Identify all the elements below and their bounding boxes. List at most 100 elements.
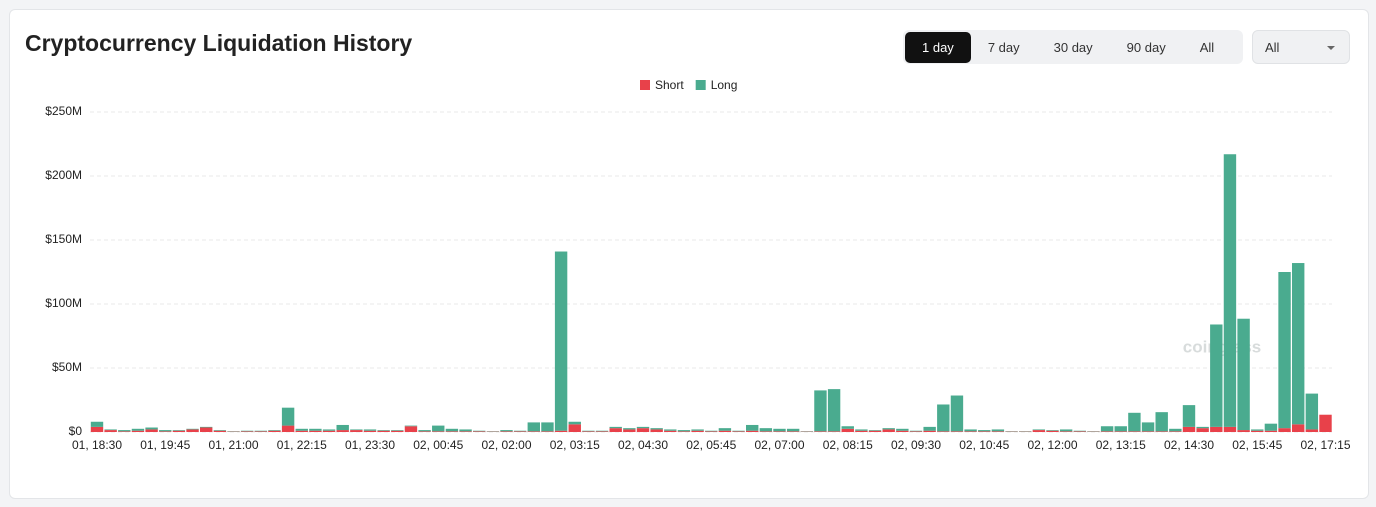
bar-segment xyxy=(1292,424,1305,432)
bar-segment xyxy=(1114,431,1127,432)
bar-segment xyxy=(991,429,1005,432)
bar-segment xyxy=(391,430,404,432)
bar-segment xyxy=(1073,430,1086,432)
y-tick-label: $50M xyxy=(52,360,82,374)
x-tick-label: 02, 10:45 xyxy=(959,438,1009,452)
bar-segment xyxy=(923,426,936,431)
bar-segment xyxy=(650,428,663,430)
y-tick-label: $0 xyxy=(69,424,83,438)
y-tick-label: $200M xyxy=(45,168,82,182)
bar-segment xyxy=(513,431,527,432)
bar-segment xyxy=(554,251,568,431)
range-button[interactable]: 7 day xyxy=(987,39,1020,55)
bar-segment xyxy=(636,428,650,432)
bar-segment xyxy=(1169,428,1182,432)
bar-segment xyxy=(937,404,950,432)
x-tick-label: 01, 21:00 xyxy=(208,438,258,452)
bar-segment xyxy=(1278,272,1291,429)
bar-segment xyxy=(322,430,336,432)
bar-segment xyxy=(90,421,104,427)
bar-segment xyxy=(609,426,622,429)
bar-segment xyxy=(268,430,281,432)
filter-dropdown[interactable]: All xyxy=(1252,30,1350,64)
bar-segment xyxy=(1223,426,1237,432)
y-tick-label: $100M xyxy=(45,296,82,310)
bar-segment xyxy=(213,430,227,431)
bar-segment xyxy=(1292,263,1305,425)
x-tick-label: 02, 02:00 xyxy=(481,438,531,452)
x-tick-label: 02, 04:30 xyxy=(618,438,668,452)
bar-segment xyxy=(159,431,172,432)
bar-segment xyxy=(213,430,227,432)
bar-segment xyxy=(500,430,513,432)
bar-segment xyxy=(159,430,172,432)
bar-segment xyxy=(705,431,718,432)
bar-segment xyxy=(1100,426,1114,432)
bar-segment xyxy=(295,428,308,431)
bar-segment xyxy=(1305,429,1319,432)
x-tick-label: 02, 15:45 xyxy=(1232,438,1282,452)
bar-segment xyxy=(1155,431,1168,432)
bar-segment xyxy=(1210,426,1223,432)
bar-segment xyxy=(1237,430,1250,432)
bar-segment xyxy=(240,430,254,432)
bar-segment xyxy=(350,429,363,431)
bar-segment xyxy=(145,429,158,432)
legend-swatch xyxy=(640,80,650,90)
range-button[interactable]: 1 day xyxy=(905,31,971,63)
bar-segment xyxy=(1141,422,1155,432)
bar-segment xyxy=(104,429,117,431)
bar-segment xyxy=(909,431,923,432)
bar-segment xyxy=(623,428,636,430)
bar-segment xyxy=(513,430,527,432)
bar-segment xyxy=(664,430,677,432)
bar-segment xyxy=(131,428,145,431)
y-tick-label: $150M xyxy=(45,232,82,246)
bar-segment xyxy=(473,431,486,432)
bar-segment xyxy=(773,428,786,432)
bar-segment xyxy=(1046,430,1059,432)
bar-segment xyxy=(1155,412,1168,432)
bar-segment xyxy=(1100,431,1114,432)
bar-segment xyxy=(568,424,581,432)
x-tick-label: 01, 19:45 xyxy=(140,438,190,452)
bar-segment xyxy=(350,430,363,432)
bar-segment xyxy=(718,428,732,431)
bar-segment xyxy=(923,430,936,432)
bar-segment xyxy=(90,426,104,432)
bar-segment xyxy=(937,431,950,432)
y-tick-label: $250M xyxy=(45,104,82,118)
bar-segment xyxy=(200,427,213,432)
bar-segment xyxy=(1114,426,1127,432)
bar-segment xyxy=(595,430,609,432)
range-button[interactable]: All xyxy=(1199,39,1215,55)
bar-segment xyxy=(773,431,786,432)
bar-segment xyxy=(609,428,622,432)
bar-segment xyxy=(868,430,882,431)
x-tick-label: 01, 23:30 xyxy=(345,438,395,452)
bar-segment xyxy=(841,426,854,429)
bar-segment xyxy=(718,430,732,432)
bar-segment xyxy=(336,430,349,432)
bar-segment xyxy=(404,425,418,427)
bar-segment xyxy=(978,431,991,432)
bar-segment xyxy=(882,428,895,430)
bar-segment xyxy=(432,425,445,432)
bar-segment xyxy=(363,429,377,431)
bar-segment xyxy=(336,424,349,431)
range-button[interactable]: 30 day xyxy=(1053,39,1093,55)
bar-segment xyxy=(527,422,540,432)
title: Cryptocurrency Liquidation History xyxy=(25,30,413,56)
bar-segment xyxy=(841,428,854,432)
bar-segment xyxy=(473,430,486,432)
x-tick-label: 01, 22:15 xyxy=(277,438,327,452)
x-tick-label: 02, 05:45 xyxy=(686,438,736,452)
bar-segment xyxy=(281,425,295,432)
bar-segment xyxy=(664,429,677,431)
bar-segment xyxy=(1196,428,1209,432)
x-tick-label: 02, 07:00 xyxy=(754,438,804,452)
x-tick-label: 02, 09:30 xyxy=(891,438,941,452)
bar-segment xyxy=(254,430,267,432)
range-button[interactable]: 90 day xyxy=(1126,39,1166,55)
x-tick-label: 02, 13:15 xyxy=(1096,438,1146,452)
